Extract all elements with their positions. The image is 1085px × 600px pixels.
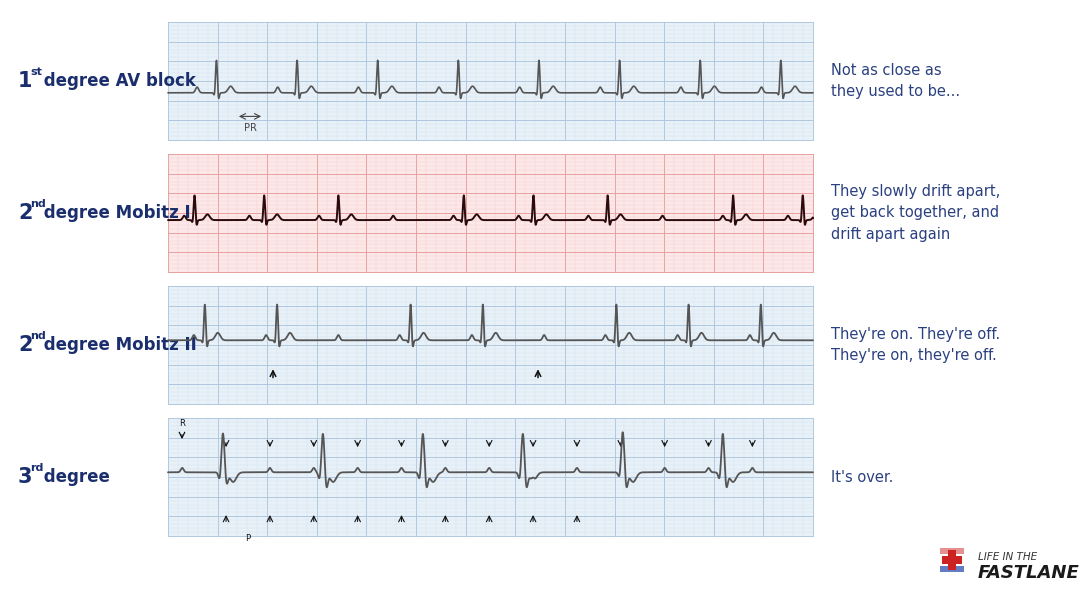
Text: It's over.: It's over. xyxy=(831,469,893,485)
Bar xyxy=(942,556,962,564)
Text: rd: rd xyxy=(30,463,43,473)
Text: R: R xyxy=(179,419,184,428)
Text: P: P xyxy=(245,534,251,543)
Text: nd: nd xyxy=(30,199,46,209)
Bar xyxy=(940,566,963,572)
Bar xyxy=(168,154,813,272)
Text: st: st xyxy=(30,67,42,77)
Bar xyxy=(168,418,813,536)
Text: Not as close as
they used to be...: Not as close as they used to be... xyxy=(831,63,960,99)
Text: They slowly drift apart,
get back together, and
drift apart again: They slowly drift apart, get back togeth… xyxy=(831,184,1000,242)
Text: They're on. They're off.
They're on, they're off.: They're on. They're off. They're on, the… xyxy=(831,326,1000,363)
Text: PR: PR xyxy=(243,124,256,133)
Text: 3: 3 xyxy=(18,467,33,487)
Text: 2: 2 xyxy=(18,335,33,355)
Text: LIFE IN THE: LIFE IN THE xyxy=(978,552,1037,562)
Bar xyxy=(940,548,963,554)
Text: degree Mobitz II: degree Mobitz II xyxy=(38,336,196,354)
Text: 2: 2 xyxy=(18,203,33,223)
Bar xyxy=(168,22,813,140)
Text: FASTLANE: FASTLANE xyxy=(978,564,1080,582)
Bar xyxy=(948,550,956,570)
Text: degree Mobitz I: degree Mobitz I xyxy=(38,204,191,222)
Text: 1: 1 xyxy=(18,71,33,91)
Text: degree AV block: degree AV block xyxy=(38,72,196,90)
Text: degree: degree xyxy=(38,468,110,486)
Text: nd: nd xyxy=(30,331,46,341)
Bar xyxy=(168,286,813,404)
